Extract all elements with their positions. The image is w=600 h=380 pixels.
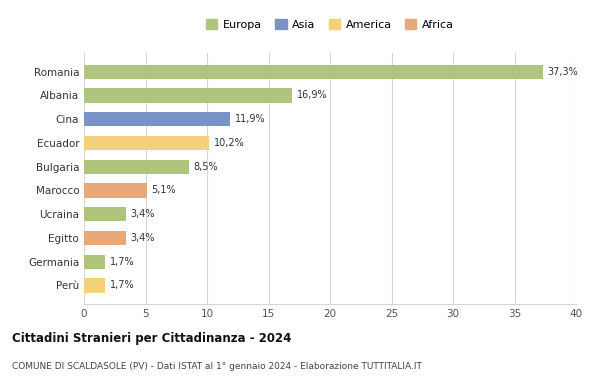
Bar bbox=[84, 278, 105, 293]
Text: 16,9%: 16,9% bbox=[297, 90, 328, 100]
Text: 8,5%: 8,5% bbox=[193, 162, 218, 172]
Text: Cittadini Stranieri per Cittadinanza - 2024: Cittadini Stranieri per Cittadinanza - 2… bbox=[12, 332, 292, 345]
Bar bbox=[84, 183, 147, 198]
Bar bbox=[84, 207, 126, 221]
Bar bbox=[84, 136, 209, 150]
Bar bbox=[84, 65, 543, 79]
Text: 11,9%: 11,9% bbox=[235, 114, 266, 124]
Bar bbox=[84, 88, 292, 103]
Bar bbox=[84, 112, 230, 126]
Bar bbox=[84, 160, 188, 174]
Text: COMUNE DI SCALDASOLE (PV) - Dati ISTAT al 1° gennaio 2024 - Elaborazione TUTTITA: COMUNE DI SCALDASOLE (PV) - Dati ISTAT a… bbox=[12, 362, 422, 370]
Text: 1,7%: 1,7% bbox=[110, 280, 134, 290]
Legend: Europa, Asia, America, Africa: Europa, Asia, America, Africa bbox=[203, 16, 457, 33]
Bar bbox=[84, 231, 126, 245]
Text: 5,1%: 5,1% bbox=[152, 185, 176, 195]
Text: 3,4%: 3,4% bbox=[131, 209, 155, 219]
Text: 10,2%: 10,2% bbox=[214, 138, 245, 148]
Text: 1,7%: 1,7% bbox=[110, 257, 134, 267]
Text: 37,3%: 37,3% bbox=[548, 67, 578, 77]
Text: 3,4%: 3,4% bbox=[131, 233, 155, 243]
Bar bbox=[84, 255, 105, 269]
